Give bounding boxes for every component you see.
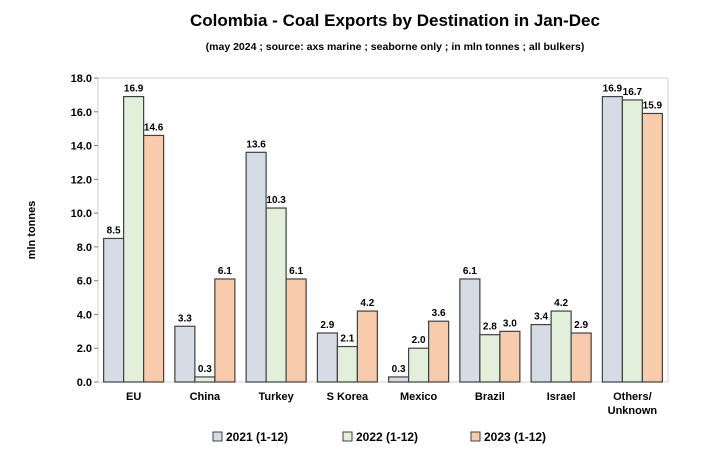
y-tick-label: 18.0 xyxy=(71,73,92,85)
y-tick-label: 0.0 xyxy=(77,377,92,389)
data-label: 2.1 xyxy=(340,334,354,345)
data-label: 6.1 xyxy=(463,266,477,277)
bar xyxy=(245,151,267,383)
data-label: 2.8 xyxy=(483,322,497,333)
y-tick-label: 8.0 xyxy=(77,242,92,254)
x-tick-label: Mexico xyxy=(400,391,438,403)
data-label: 6.1 xyxy=(289,266,303,277)
y-tick-label: 4.0 xyxy=(77,309,92,321)
y-tick-label: 2.0 xyxy=(77,343,92,355)
data-label: 8.5 xyxy=(107,225,121,236)
data-label: 2.9 xyxy=(320,320,334,331)
bar xyxy=(265,207,287,383)
bar xyxy=(570,332,592,383)
bar xyxy=(621,99,643,383)
x-tick-label: EU xyxy=(126,391,141,403)
data-label: 0.3 xyxy=(392,364,406,375)
plot-border xyxy=(97,77,669,383)
data-label: 15.9 xyxy=(643,100,663,111)
x-tick-label: China xyxy=(190,391,221,403)
data-label: 3.4 xyxy=(534,312,548,323)
bar xyxy=(123,95,145,383)
x-tick-label: S Korea xyxy=(327,391,369,403)
bar xyxy=(479,334,501,383)
bar xyxy=(428,320,450,383)
data-label: 3.0 xyxy=(503,318,517,329)
data-label: 4.2 xyxy=(360,298,374,309)
x-tick-label: Turkey xyxy=(258,391,294,403)
x-tick-label: Others/ xyxy=(613,391,652,403)
bar xyxy=(459,278,481,383)
data-label: 16.7 xyxy=(623,87,643,98)
legend-label: 2021 (1-12) xyxy=(226,430,288,444)
x-tick-label: Israel xyxy=(547,391,576,403)
bar xyxy=(641,112,663,383)
bar xyxy=(388,376,410,383)
legend-label: 2023 (1-12) xyxy=(484,430,546,444)
data-label: 2.9 xyxy=(574,320,588,331)
legend-swatch xyxy=(212,431,223,442)
x-tick-label: Unknown xyxy=(608,405,658,417)
legend-swatch xyxy=(342,431,353,442)
data-label: 16.9 xyxy=(124,84,144,95)
data-label: 16.9 xyxy=(603,84,623,95)
y-tick-label: 6.0 xyxy=(77,276,92,288)
bar xyxy=(285,278,307,383)
bar xyxy=(143,134,165,383)
bar xyxy=(103,237,125,383)
data-label: 4.2 xyxy=(554,298,568,309)
y-axis-label: mln tonnes xyxy=(26,201,38,260)
data-label: 6.1 xyxy=(218,266,232,277)
data-label: 14.6 xyxy=(144,122,164,133)
bar xyxy=(550,310,572,383)
data-label: 2.0 xyxy=(412,335,426,346)
data-label: 3.6 xyxy=(432,308,446,319)
bar xyxy=(601,95,623,383)
legend-label: 2022 (1-12) xyxy=(356,430,418,444)
y-tick-label: 16.0 xyxy=(71,107,92,119)
bar xyxy=(336,345,358,383)
data-label: 0.3 xyxy=(198,364,212,375)
chart-title: Colombia - Coal Exports by Destination i… xyxy=(190,11,600,30)
x-tick-label: Brazil xyxy=(475,391,505,403)
bar xyxy=(530,323,552,383)
data-label: 13.6 xyxy=(246,139,266,150)
bar xyxy=(194,376,216,383)
y-tick-label: 12.0 xyxy=(71,174,92,186)
data-label: 10.3 xyxy=(266,195,286,206)
bar xyxy=(174,325,196,383)
data-label: 3.3 xyxy=(178,313,192,324)
bar xyxy=(408,347,430,383)
bar xyxy=(356,310,378,383)
chart-subtitle: (may 2024 ; source: axs marine ; seaborn… xyxy=(206,41,585,53)
y-tick-label: 14.0 xyxy=(71,141,92,153)
y-tick-label: 10.0 xyxy=(71,208,92,220)
bar xyxy=(499,330,521,383)
legend-swatch xyxy=(470,431,481,442)
bar xyxy=(316,332,338,383)
bar xyxy=(214,278,236,383)
